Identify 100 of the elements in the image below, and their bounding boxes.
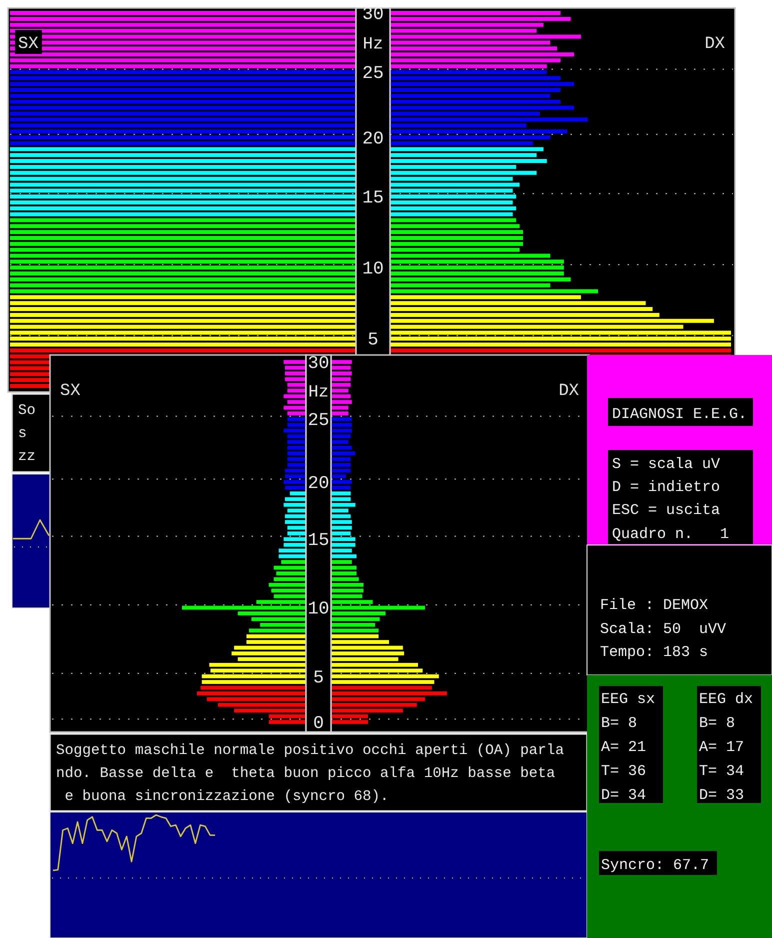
bar — [390, 266, 564, 270]
bar — [390, 242, 523, 246]
text: D = indietro — [612, 479, 720, 496]
bar — [390, 46, 558, 51]
text: zz — [18, 449, 36, 465]
y-tick-label: 25 — [362, 64, 384, 84]
text: SX — [60, 382, 80, 401]
bar — [390, 295, 581, 300]
y-tick-label: 20 — [308, 474, 330, 494]
text: ndo. Basse delta e theta buon picco alfa 10Hz basse beta — [56, 766, 556, 782]
bar — [390, 342, 731, 347]
text: B= 8 — [601, 715, 638, 732]
text: DX — [558, 382, 579, 401]
bar — [331, 720, 368, 724]
bar — [390, 206, 516, 210]
bar — [390, 289, 598, 294]
bar — [331, 417, 352, 422]
bar — [390, 277, 571, 282]
bar — [390, 147, 544, 152]
text: ESC = uscita — [612, 502, 720, 519]
text: Quadro n. 1 — [612, 526, 730, 543]
y-tick-label: 0 — [313, 714, 324, 734]
bar — [390, 82, 574, 86]
y-tick-label: 10 — [308, 600, 330, 620]
bar — [390, 200, 513, 204]
bar — [390, 58, 560, 62]
bar — [390, 271, 564, 276]
bar — [331, 560, 352, 564]
bar — [390, 348, 731, 352]
series-label: SX — [18, 35, 38, 54]
bar — [390, 129, 568, 134]
text: D= 33 — [699, 787, 744, 804]
bar — [390, 94, 550, 98]
bar — [331, 360, 352, 364]
bar — [331, 411, 348, 416]
y-tick-label: 10 — [362, 260, 384, 280]
y-tick-label: 15 — [308, 531, 330, 552]
y-tick-label: 20 — [362, 129, 384, 150]
bar — [390, 336, 731, 341]
bar — [331, 440, 348, 444]
bar — [390, 159, 547, 164]
bar — [390, 230, 523, 234]
text: Soggetto maschile normale positivo occhi aperti (OA) parla — [56, 743, 564, 759]
bar — [331, 680, 434, 684]
text: B= 8 — [699, 715, 736, 732]
bar — [331, 600, 373, 604]
y-tick-label: 5 — [313, 668, 324, 688]
bar — [390, 153, 537, 158]
bar — [390, 318, 714, 323]
y-tick-label: 5 — [368, 330, 378, 351]
bar — [390, 188, 513, 193]
text: DX — [704, 35, 725, 54]
bar — [390, 212, 513, 216]
text: S = scala uV — [612, 456, 720, 473]
text: D= 34 — [601, 787, 646, 804]
text: DIAGNOSI E.E.G. — [612, 406, 748, 423]
y-tick-label: 25 — [308, 411, 330, 432]
bar — [390, 301, 646, 306]
bar — [390, 70, 547, 74]
bar — [390, 194, 516, 199]
bar — [390, 118, 588, 122]
bar — [390, 312, 660, 317]
text: T= 34 — [699, 763, 744, 780]
bar — [331, 520, 352, 524]
y-tick-label: 30 — [362, 5, 384, 25]
y-axis-title: Hz — [308, 384, 329, 403]
text: EEG sx — [601, 691, 656, 708]
y-axis-title: Hz — [362, 36, 384, 55]
text: Syncro: 67.7 — [601, 857, 710, 874]
bar — [331, 400, 352, 404]
bar — [390, 218, 516, 222]
text: A= 21 — [601, 739, 646, 756]
bar — [390, 123, 526, 128]
text: Scala: 50 uVV — [600, 621, 726, 638]
bar — [331, 480, 352, 484]
bar — [390, 283, 550, 288]
bar — [390, 40, 550, 45]
bar — [390, 88, 560, 92]
text: e buona sincronizzazione (syncro 68). — [56, 789, 389, 805]
bar — [390, 76, 560, 80]
bar — [331, 640, 389, 644]
text: T= 36 — [601, 763, 646, 780]
bar — [390, 112, 540, 116]
bar — [390, 224, 520, 228]
text: s — [18, 426, 27, 442]
y-tick-label: 15 — [362, 188, 384, 209]
bar — [390, 307, 653, 312]
y-tick-label: 30 — [308, 354, 330, 374]
text: Tempo: 183 s — [600, 644, 708, 661]
bar — [390, 164, 516, 169]
text: A= 17 — [699, 739, 744, 756]
bar — [390, 10, 560, 16]
bar — [390, 64, 547, 68]
bar — [390, 52, 574, 56]
bar — [390, 236, 523, 240]
text: EEG dx — [699, 691, 754, 708]
bar — [390, 16, 571, 21]
text: So — [18, 403, 36, 419]
text: File : DEMOX — [600, 597, 708, 614]
bar — [390, 170, 537, 175]
